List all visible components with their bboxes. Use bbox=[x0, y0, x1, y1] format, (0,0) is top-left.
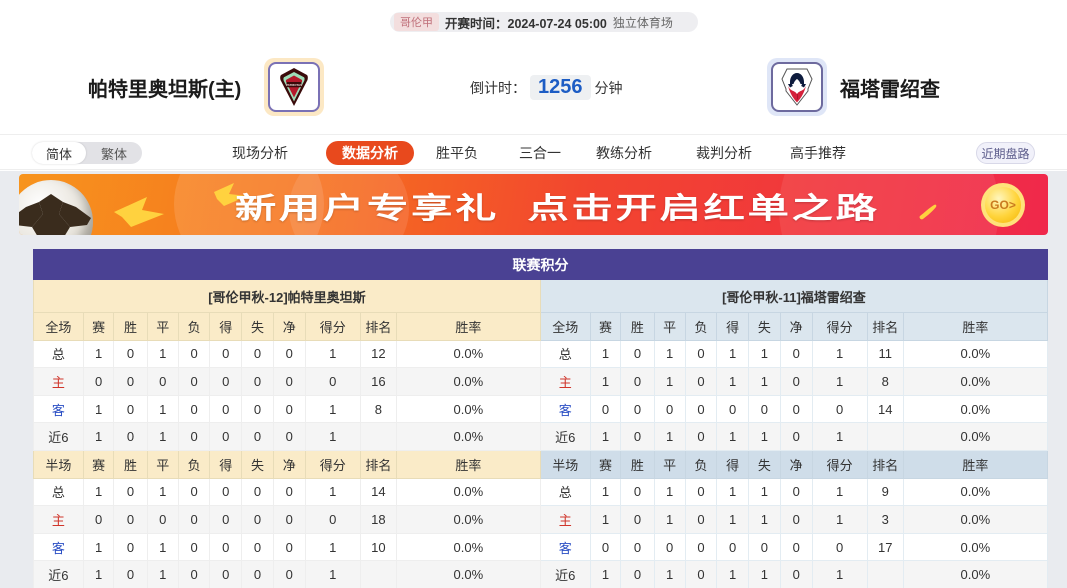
svg-text:PATRIOTAS: PATRIOTAS bbox=[286, 83, 302, 87]
